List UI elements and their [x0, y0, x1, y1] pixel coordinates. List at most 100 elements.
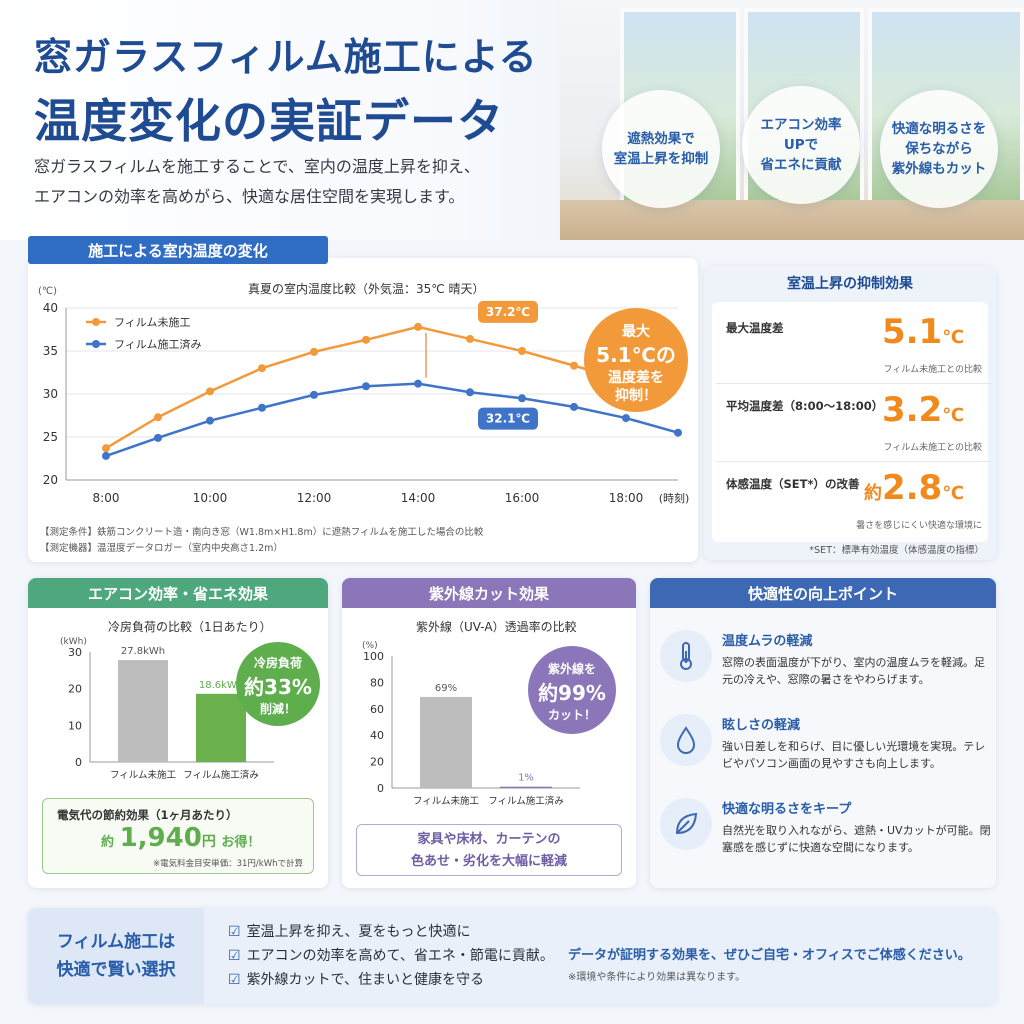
saving-box: 電気代の節約効果（1ヶ月あたり） 約 1,940円 お得！ ※電気料金目安単価：… [42, 798, 314, 874]
badge-line: 温度差を [608, 369, 664, 386]
saving-unit: 円 [201, 834, 216, 850]
legend-label: フィルム施工済み [114, 337, 202, 351]
uv-section-tag: 紫外線カット効果 [342, 578, 636, 608]
effect-row-average: 平均温度差（8:00〜18:00） 3.2℃ フィルム未施工との比較 [716, 384, 992, 462]
effect-value-number: 5.1 [881, 312, 943, 352]
temperature-chart-card: 真夏の室内温度比較（外気温：35℃ 晴天） (℃) 20 25 30 35 40 8:00 1… [28, 258, 698, 562]
y-tick-label: 10 [68, 719, 82, 732]
cooling-load-bar-chart: (kWh) 0 10 20 30 27.8kWh フィルム未施工 18.6kWh フィルム施工済… [60, 637, 274, 780]
uv-card: 紫外線カット効果 紫外線（UV-A）透過率の比較 (%) 0 20 40 60 80 100… [342, 578, 636, 888]
effect-sub: フィルム未施工との比較 [883, 443, 982, 453]
feature-bubble-text: エアコン効率 UPで 省エネに貢献 [760, 117, 842, 173]
x-tick-label: 14:00 [401, 491, 436, 505]
effect-value: 約2.8℃ [864, 468, 964, 508]
feature-bubble-text: 快適な明るさを 保ちながら 紫外線もカット [891, 121, 987, 177]
check-icon: ☑ [228, 924, 241, 940]
x-tick-label: フィルム未施工 [110, 769, 177, 780]
legend-marker [92, 340, 100, 348]
page-title: 窓ガラスフィルム施工による 温度変化の実証データ [34, 26, 538, 151]
lead-line1: 窓ガラスフィルムを施工することで、室内の温度上昇を抑え、 [34, 157, 480, 176]
x-tick-label: 16:00 [505, 491, 540, 505]
uv-transmission-bar-chart: (%) 0 20 40 60 80 100 69% フィルム未施工 1% フィルム施工済み [362, 641, 580, 807]
data-point [154, 413, 162, 422]
y-tick-label: 100 [363, 650, 384, 663]
effect-value-unit: ℃ [942, 405, 964, 426]
max-difference-badge [584, 308, 688, 412]
saving-suffix: お得！ [221, 835, 261, 850]
data-point [362, 382, 370, 391]
data-point [570, 402, 578, 411]
check-icon: ☑ [228, 972, 241, 988]
saving-prefix: 約 [101, 835, 115, 850]
water-drop-icon [660, 714, 712, 766]
feature-bubble-text: 遮熱効果で 室温上昇を抑制 [613, 131, 709, 167]
uv-benefit-line1: 家具や床材、カーテンの [417, 832, 561, 847]
x-tick-label: 18:00 [609, 491, 644, 505]
ac-section-tag: エアコン効率・省エネ効果 [28, 578, 328, 608]
legend-marker [92, 318, 100, 326]
bar-data-label: 18.6kWh [199, 680, 243, 691]
x-tick-label: 8:00 [93, 491, 120, 505]
badge-line: 削減！ [259, 702, 296, 716]
bar-data-label: 1% [518, 773, 534, 784]
bar [420, 696, 472, 788]
badge-line: 約99% [538, 681, 606, 705]
data-point [466, 334, 474, 343]
x-tick-label: フィルム施工済み [183, 769, 259, 780]
data-point [206, 387, 214, 396]
data-point [362, 335, 370, 344]
bar-data-label: 69% [435, 683, 457, 694]
footer-summary-line1: フィルム施工は [56, 932, 176, 952]
comfort-card: 快適性の向上ポイント 温度ムラの軽減 窓際の表面温度が下がり、室内の温度ムラを軽… [650, 578, 996, 888]
y-tick-label: 20 [370, 756, 384, 769]
badge-line: カット！ [547, 708, 596, 722]
footer-checklist: ☑ 室温上昇を抑え、夏をもっと快適に ☑ エアコンの効率を高めて、省エネ・節電に貢献… [228, 920, 554, 992]
data-point [310, 347, 318, 356]
uv-cut-badge: 紫外線を 約99% カット！ [528, 646, 616, 734]
check-item-text: 室温上昇を抑え、夏をもっと快適に [246, 924, 471, 940]
check-item: ☑ 室温上昇を抑え、夏をもっと快適に [228, 920, 554, 944]
footer-summary-line2: 快適で賢い選択 [56, 960, 176, 980]
x-tick-label: フィルム未施工 [413, 795, 480, 807]
effect-label: 最大温度差 [726, 321, 784, 335]
data-point [414, 379, 422, 388]
saving-title: 電気代の節約効果（1ヶ月あたり） [57, 808, 238, 822]
data-point [518, 394, 526, 403]
feature-bubble-ac: エアコン効率 UPで 省エネに貢献 [742, 86, 860, 204]
saving-note: ※電気料金目安単価：31円/kWhで計算 [152, 859, 303, 869]
thermometer-icon [660, 630, 712, 682]
x-axis-label: (時刻) [659, 491, 690, 505]
hero-banner: 窓ガラスフィルム施工による 温度変化の実証データ 窓ガラスフィルムを施工すること… [0, 0, 1024, 240]
check-item-text: 紫外線カットで、住まいと健康を守る [246, 972, 485, 988]
bar [196, 693, 246, 762]
ac-chart-title: 冷房負荷の比較（1日あたり） [108, 620, 272, 634]
effect-row-max: 最大温度差 5.1℃ フィルム未施工との比較 [716, 306, 992, 384]
footer-cta: データが証明する効果を、ぜひご自宅・オフィスでご体感ください。 [568, 948, 971, 963]
x-tick-label: 12:00 [297, 491, 332, 505]
uv-benefit-line2: 色あせ・劣化を大幅に軽減 [410, 854, 567, 869]
data-point [154, 433, 162, 442]
x-tick-label: フィルム施工済み [488, 795, 564, 807]
data-point [258, 403, 266, 412]
check-item: ☑ 紫外線カットで、住まいと健康を守る [228, 968, 554, 992]
data-point [414, 322, 422, 331]
y-tick-label: 60 [370, 703, 384, 716]
badge-line: 紫外線を [547, 662, 596, 676]
effect-label: 体感温度（SET*）の改善 [726, 477, 860, 491]
comfort-item-text: 窓際の表面温度が下がり、室内の温度ムラを軽減。足元の冷えや、窓際の暑さをやわらげ… [722, 656, 986, 686]
x-tick-label: 10:00 [193, 491, 228, 505]
effect-value-prefix: 約 [863, 483, 882, 504]
temperature-section-tag: 施工による室内温度の変化 [28, 236, 328, 264]
effect-value-unit: ℃ [942, 483, 964, 504]
y-tick-label: 40 [370, 729, 384, 742]
page-title-line2: 温度変化の実証データ [34, 94, 504, 148]
comfort-item-head: 温度ムラの軽減 [722, 634, 813, 649]
badge-line: 最大 [622, 323, 650, 340]
data-point [102, 444, 110, 453]
room-floor [560, 200, 1024, 240]
lead-text: 窓ガラスフィルムを施工することで、室内の温度上昇を抑え、 エアコンの効率を高めが… [34, 152, 480, 212]
y-tick-label: 0 [75, 756, 82, 769]
data-point [206, 416, 214, 425]
effect-value: 5.1℃ [882, 312, 964, 352]
callout-high-box [478, 300, 538, 323]
